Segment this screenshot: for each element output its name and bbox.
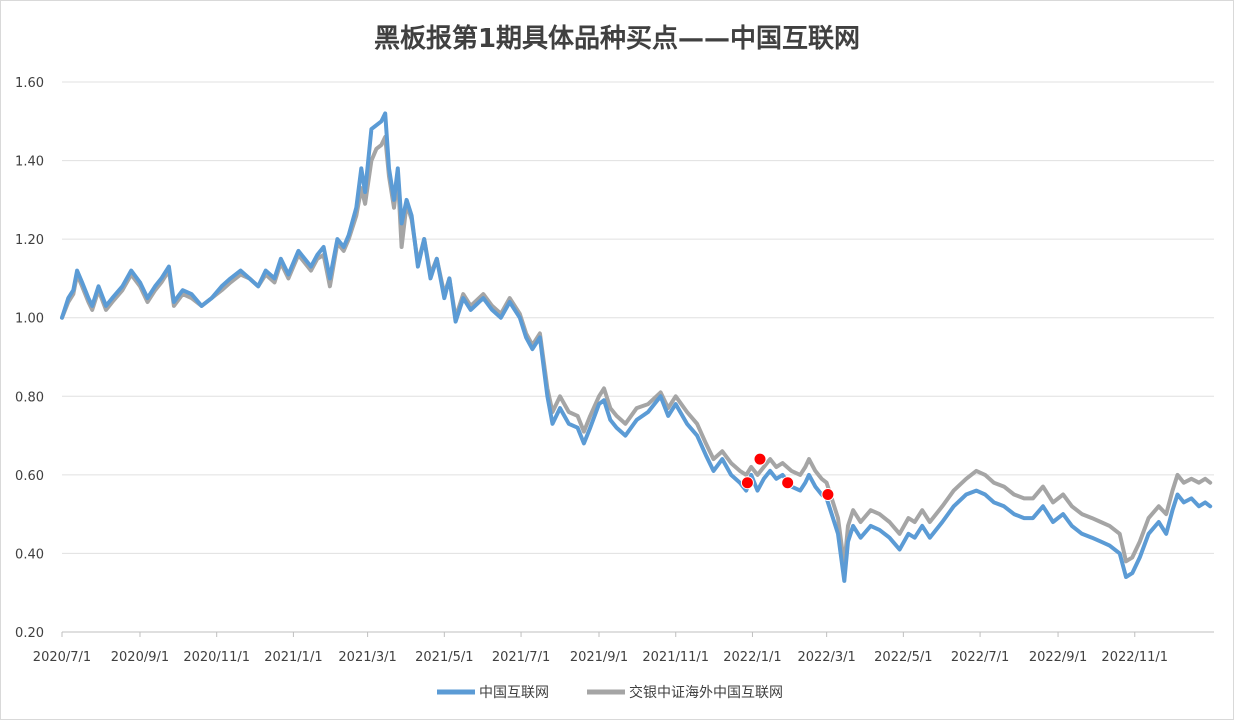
x-tick-label: 2021/3/1 — [338, 650, 396, 665]
legend: 中国互联网 交银中证海外中国互联网 — [437, 684, 783, 701]
x-tick-label: 2021/1/1 — [264, 650, 322, 665]
series-line-1 — [60, 111, 1213, 583]
legend-label: 交银中证海外中国互联网 — [629, 684, 783, 701]
y-tick-label: 0.40 — [15, 547, 44, 562]
x-tick-label: 2021/7/1 — [492, 650, 550, 665]
x-tick-label: 2020/11/1 — [183, 650, 250, 665]
buy-point-marker — [740, 476, 754, 490]
buy-point-markers — [740, 452, 835, 501]
x-tick-label: 2022/3/1 — [797, 650, 855, 665]
y-tick-label: 0.80 — [15, 390, 44, 405]
y-tick-label: 1.40 — [15, 155, 44, 170]
y-axis: 0.20 0.40 0.60 0.80 1.00 1.20 1.40 1.60 — [15, 76, 44, 641]
x-tick-label: 2021/9/1 — [570, 650, 628, 665]
x-axis: 2020/7/1 2020/9/1 2020/11/1 2021/1/1 2021/3/… — [33, 631, 1214, 665]
x-tick-label: 2020/7/1 — [33, 650, 91, 665]
series-lines — [60, 111, 1213, 583]
y-tick-label: 1.20 — [15, 233, 44, 248]
x-tick-label: 2021/5/1 — [415, 650, 473, 665]
series-line-2 — [60, 135, 1213, 568]
y-tick-label: 0.20 — [15, 626, 44, 641]
x-tick-label: 2022/7/1 — [951, 650, 1009, 665]
x-tick-label: 2022/5/1 — [874, 650, 932, 665]
x-tick-label: 2020/9/1 — [111, 650, 169, 665]
y-tick-label: 0.60 — [15, 469, 44, 484]
y-tick-label: 1.00 — [15, 312, 44, 327]
x-tick-label: 2022/11/1 — [1101, 650, 1168, 665]
x-tick-label: 2021/11/1 — [642, 650, 709, 665]
grid — [62, 81, 1214, 554]
buy-point-marker — [821, 488, 835, 501]
x-tick-label: 2022/9/1 — [1029, 650, 1087, 665]
chart-title: 黑板报第1期具体品种买点——中国互联网 — [374, 23, 860, 54]
buy-point-marker — [781, 476, 795, 490]
legend-label: 中国互联网 — [479, 685, 549, 701]
buy-point-marker — [753, 452, 767, 466]
y-tick-label: 1.60 — [15, 76, 44, 91]
x-tick-label: 2022/1/1 — [723, 650, 781, 665]
